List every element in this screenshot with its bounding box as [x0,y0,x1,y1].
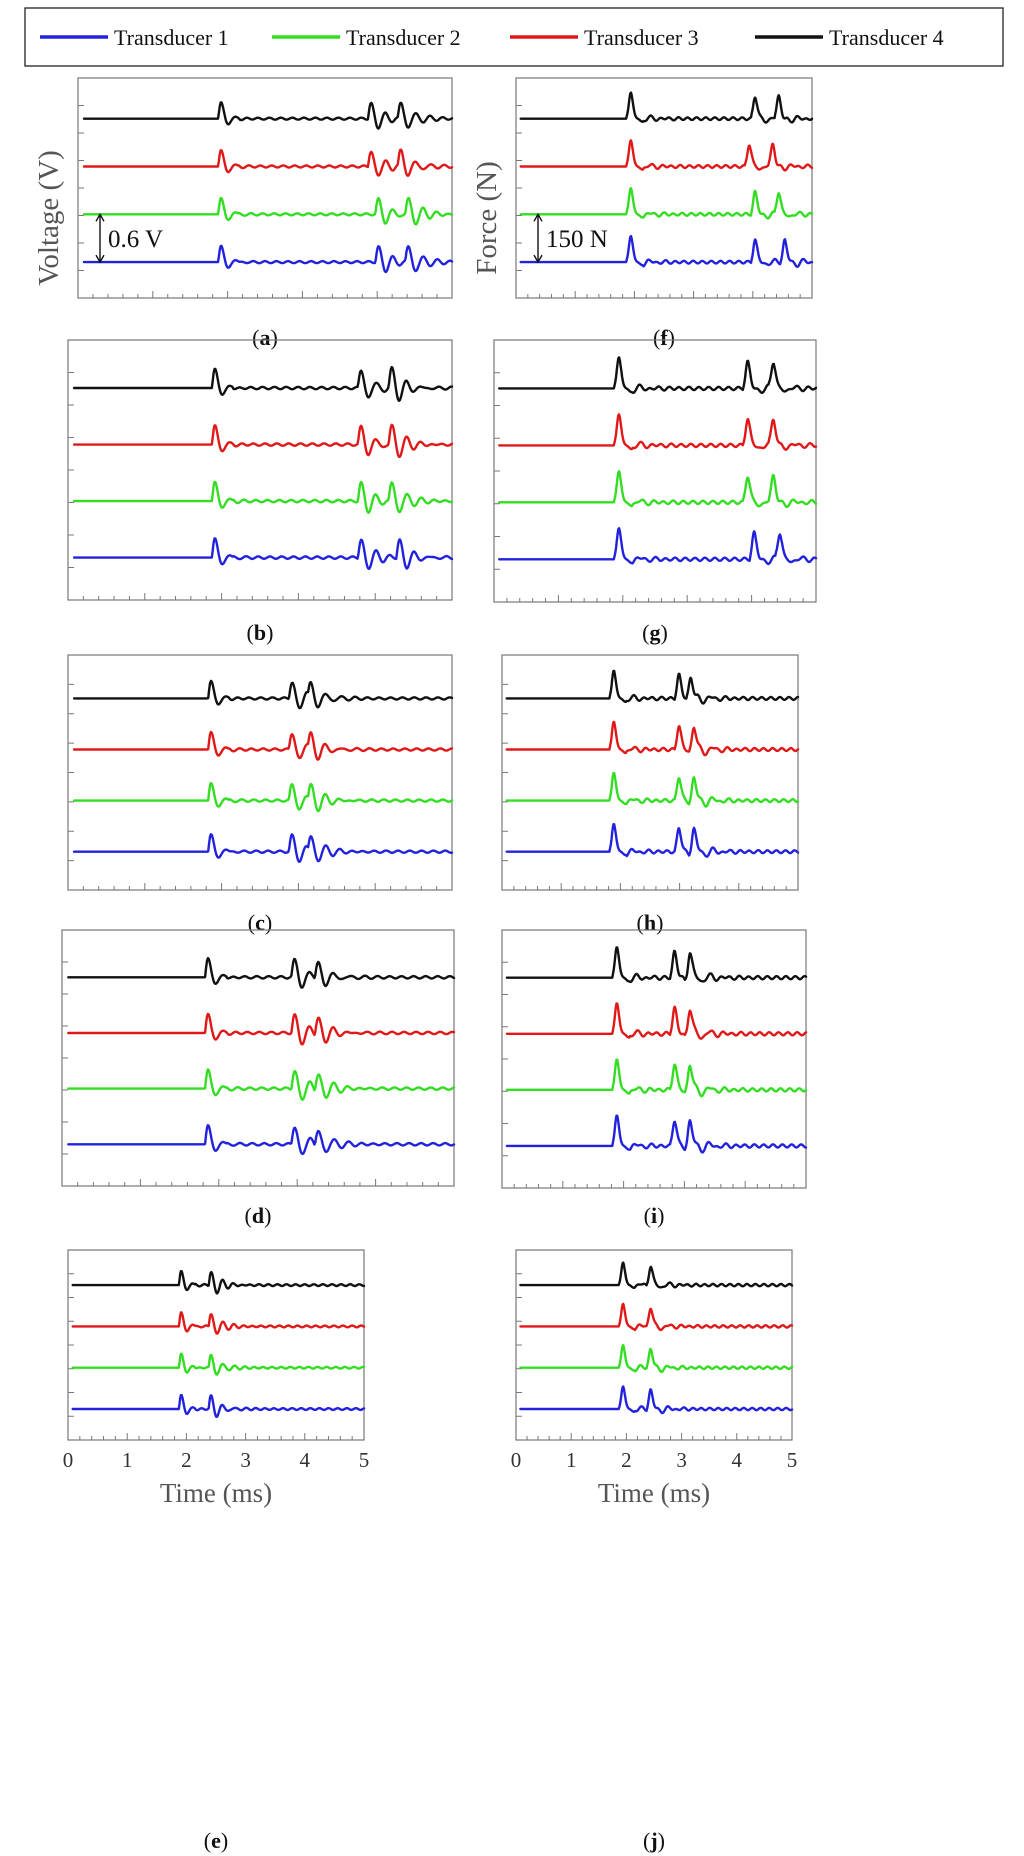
y-axis-label: Voltage (V) [33,150,65,286]
legend-label: Transducer 4 [829,25,944,50]
x-axis-label: Time (ms) [598,1478,710,1508]
panel-e: 0 1 2 3 4 5 Time (ms) (e) [63,1249,370,1853]
trace-transducer-1 [498,527,818,566]
trace-transducer-1 [505,823,800,858]
trace-transducer-2 [82,196,454,226]
trace-transducer-4 [71,1270,366,1295]
scale-bar-label: 150 N [546,226,608,253]
trace-transducer-2 [498,470,818,509]
legend-item: Transducer 3 [510,25,699,50]
panel-label: (c) [248,910,272,935]
legend-label: Transducer 3 [584,25,699,50]
scale-bar-label: 0.6 V [108,226,163,253]
x-tick-label: 2 [181,1448,192,1472]
trace-transducer-3 [505,1002,808,1040]
trace-transducer-1 [505,1114,808,1154]
legend-item: Transducer 1 [40,25,229,50]
x-tick-label: 3 [676,1448,687,1472]
panel-label: (i) [644,1203,665,1228]
trace-transducer-4 [72,679,454,710]
trace-transducer-2 [519,187,814,220]
trace-transducer-4 [519,91,814,124]
x-tick-label: 0 [511,1448,522,1472]
trace-transducer-3 [505,720,800,757]
trace-transducer-4 [505,669,800,705]
scale-bar-arrow-up [533,212,543,222]
trace-transducer-2 [505,771,800,808]
trace-transducer-1 [82,244,454,274]
scale-bar-arrow-down [95,254,105,264]
x-tick-label: 4 [300,1448,311,1472]
plot-frame [77,77,453,299]
panel-label: (e) [204,1828,228,1853]
legend-item: Transducer 4 [755,25,944,50]
x-tick-label: 5 [359,1448,370,1472]
panel-label: (h) [637,910,664,935]
legend-label: Transducer 1 [114,25,229,50]
trace-transducer-2 [72,480,454,514]
legend-label: Transducer 2 [346,25,461,50]
plot-frame [501,929,807,1189]
x-tick-label: 1 [566,1448,577,1472]
scale-bar-arrow-down [533,254,543,264]
y-axis-label: Force (N) [471,161,503,275]
panel-j: 0 1 2 3 4 5 Time (ms) (j) [511,1249,798,1853]
trace-transducer-2 [67,1068,456,1101]
x-tick-label: 2 [621,1448,632,1472]
trace-transducer-4 [519,1261,794,1289]
legend: Transducer 1 Transducer 2 Transducer 3 Tran… [24,7,1004,67]
panel-f: Force (N) 150 N (f) [471,77,814,350]
x-tick-label: 0 [63,1448,74,1472]
trace-transducer-3 [498,413,818,451]
x-tick-label: 3 [240,1448,251,1472]
panel-i: (i) [501,929,808,1228]
legend-item: Transducer 2 [272,25,461,50]
panel-label: (g) [642,620,668,645]
panel-label: (j) [643,1828,665,1853]
trace-transducer-3 [519,1302,794,1332]
trace-transducer-4 [498,356,818,394]
trace-transducer-4 [67,957,456,989]
panel-b: (b) [67,339,454,645]
x-axis-label: Time (ms) [160,1478,272,1508]
panel-c: (c) [67,654,454,935]
trace-transducer-1 [519,1385,794,1415]
plot-frame [67,654,453,891]
plot-frame [67,1249,365,1441]
trace-transducer-3 [82,148,454,177]
trace-transducer-3 [72,423,454,458]
panel-g: (g) [493,339,818,645]
trace-transducer-3 [67,1012,456,1046]
trace-transducer-4 [82,101,454,130]
panels: Voltage (V) 0.6 V (a) (b) (c) (d) 0 1 2 3 4 5 Time (… [33,77,818,1853]
trace-transducer-2 [505,1058,808,1098]
trace-transducer-4 [505,946,808,984]
trace-transducer-1 [519,234,814,268]
trace-transducer-1 [72,833,454,863]
trace-transducer-3 [71,1311,366,1335]
trace-transducer-2 [72,781,454,813]
panel-label: (d) [245,1203,272,1228]
trace-transducer-2 [71,1352,366,1376]
plot-frame [501,654,799,891]
panel-label: (b) [247,620,274,645]
x-tick-label: 1 [122,1448,133,1472]
trace-transducer-1 [72,537,454,570]
x-tick-label: 5 [787,1448,798,1472]
trace-transducer-1 [67,1124,456,1156]
trace-transducer-2 [519,1344,794,1374]
trace-transducer-3 [72,730,454,761]
panel-a: Voltage (V) 0.6 V (a) [33,77,454,350]
trace-transducer-3 [519,139,814,172]
scale-bar-arrow-up [95,212,105,222]
panel-d: (d) [61,929,456,1228]
trace-transducer-1 [71,1393,366,1418]
panel-label: (a) [252,325,278,350]
trace-transducer-4 [72,365,454,402]
panel-h: (h) [501,654,800,935]
plot-frame [61,929,455,1187]
x-tick-label: 4 [732,1448,743,1472]
panel-label: (f) [653,325,675,350]
